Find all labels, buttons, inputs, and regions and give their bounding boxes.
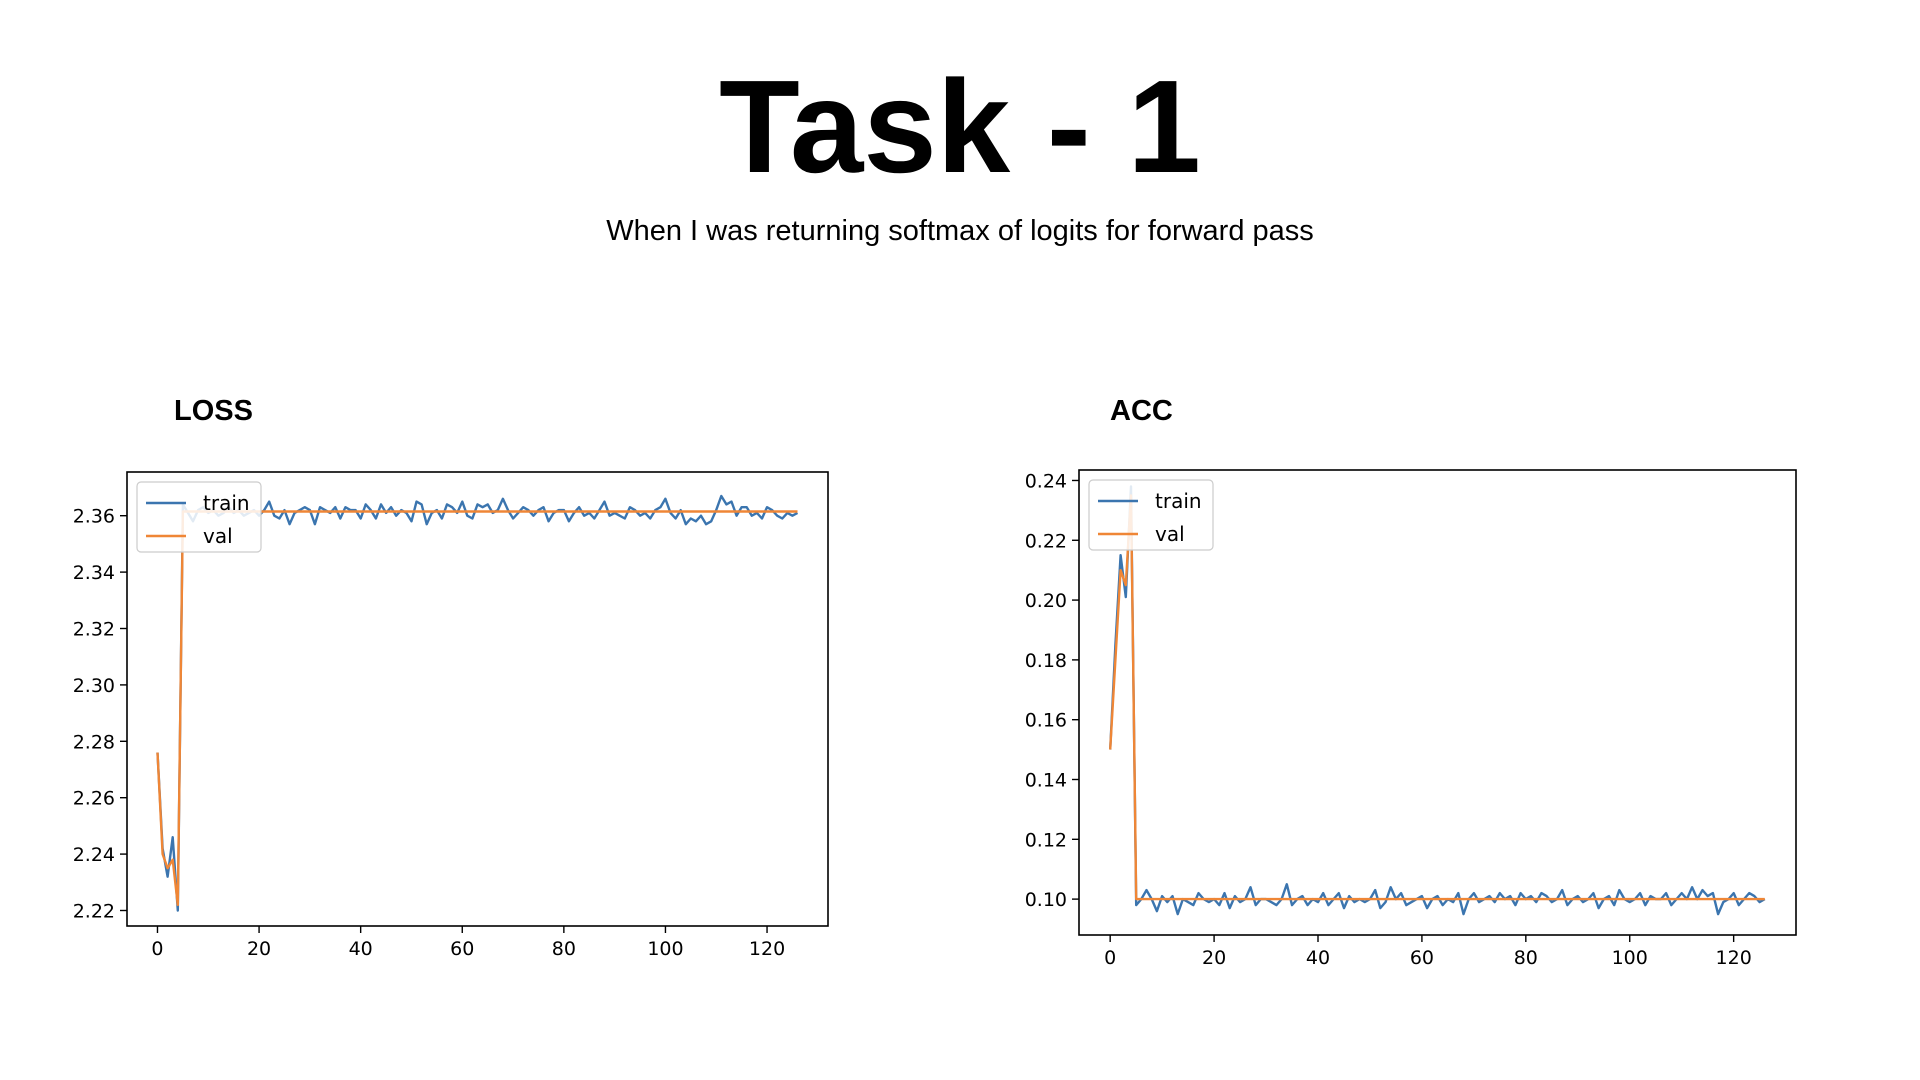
loss-series-train-line xyxy=(156,494,799,912)
loss-x-tick-label: 100 xyxy=(647,938,683,960)
acc-y-tick-label: 0.14 xyxy=(1025,770,1067,792)
loss-series-val-line xyxy=(156,510,798,907)
acc-y-tick-label: 0.18 xyxy=(1025,650,1067,672)
acc-y-tick-label: 0.24 xyxy=(1025,470,1067,492)
loss-y-tick-label: 2.32 xyxy=(73,619,115,641)
loss-y-tick-label: 2.30 xyxy=(73,675,115,697)
acc-y-tick-label: 0.10 xyxy=(1025,889,1067,911)
loss-x-tick-label: 0 xyxy=(151,938,163,960)
loss-x-tick-label: 60 xyxy=(450,938,474,960)
acc-x-tick-label: 120 xyxy=(1716,947,1752,969)
acc-x-tick-label: 40 xyxy=(1306,947,1330,969)
acc-y-tick-label: 0.12 xyxy=(1025,829,1067,851)
acc-y-tick-label: 0.22 xyxy=(1025,530,1067,552)
loss-legend-val-label: val xyxy=(203,524,233,548)
slide-subtitle: When I was returning softmax of logits f… xyxy=(606,215,1314,247)
acc-panel-label: ACC xyxy=(1110,395,1173,427)
acc-x-tick-label: 0 xyxy=(1104,947,1116,969)
loss-y-tick-label: 2.34 xyxy=(73,562,115,584)
loss-y-tick-label: 2.26 xyxy=(73,788,115,810)
acc-legend xyxy=(1088,479,1214,551)
loss-legend-train-label: train xyxy=(203,491,250,515)
acc-legend-val-label: val xyxy=(1155,522,1185,546)
loss-axes-frame xyxy=(126,471,829,927)
loss-x-tick-label: 120 xyxy=(749,938,785,960)
acc-legend-train-label: train xyxy=(1155,489,1202,513)
acc-x-tick-label: 20 xyxy=(1202,947,1226,969)
slide-title: Task - 1 xyxy=(719,53,1201,200)
acc-series-val-line xyxy=(1109,494,1765,901)
loss-y-tick-label: 2.28 xyxy=(73,731,115,753)
loss-x-tick-label: 20 xyxy=(247,938,271,960)
acc-x-tick-label: 100 xyxy=(1612,947,1648,969)
loss-y-tick-label: 2.24 xyxy=(73,844,115,866)
acc-y-tick-label: 0.20 xyxy=(1025,590,1067,612)
loss-panel-label: LOSS xyxy=(174,395,253,427)
acc-x-tick-label: 80 xyxy=(1514,947,1538,969)
loss-legend xyxy=(136,481,262,553)
acc-x-tick-label: 60 xyxy=(1410,947,1434,969)
loss-x-tick-label: 80 xyxy=(552,938,576,960)
loss-x-tick-label: 40 xyxy=(349,938,373,960)
acc-axes-frame xyxy=(1078,469,1797,936)
loss-y-tick-label: 2.36 xyxy=(73,506,115,528)
loss-y-tick-label: 2.22 xyxy=(73,900,115,922)
acc-y-tick-label: 0.16 xyxy=(1025,710,1067,732)
